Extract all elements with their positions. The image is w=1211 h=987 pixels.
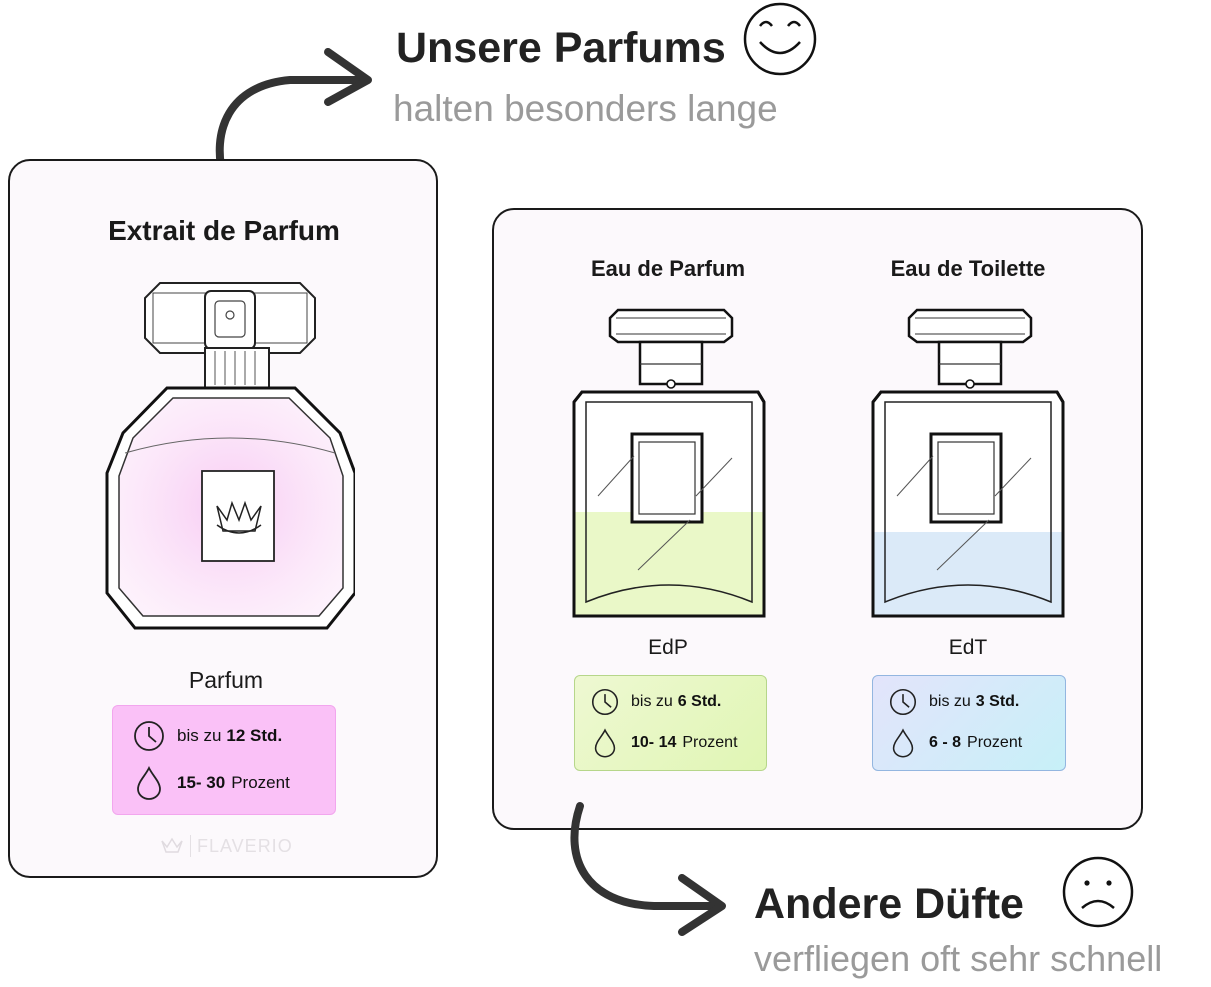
drop-icon [892, 728, 914, 758]
arrow-down-right-icon [570, 802, 726, 936]
duration-value: 6 Std. [677, 693, 722, 710]
clock-icon [134, 721, 164, 751]
concentration-value: 6 - 8 [929, 734, 962, 751]
concentration-row: 15- 30 Prozent [135, 766, 290, 800]
card-title-eau-de-parfum: Eau de Parfum [590, 256, 746, 281]
card-title-eau-de-toilette: Eau de Toilette [890, 256, 1046, 281]
label-edt: EdT [948, 636, 988, 659]
perfume-bottle-extrait-icon [105, 282, 355, 630]
drop-icon [137, 766, 161, 800]
info-box-edt: bis zu 3 Std. 6 - 8 Prozent [872, 675, 1066, 771]
card-other-perfumes: Eau de Parfum EdP bis zu 6 Std [492, 208, 1143, 830]
duration-row-edp: bis zu 6 Std. [591, 688, 721, 716]
headline-unsere-parfums: Unsere Parfums [396, 24, 726, 72]
concentration-unit: Prozent [231, 773, 290, 792]
drop-icon [594, 728, 616, 758]
duration-prefix: bis zu [929, 693, 971, 710]
duration-prefix: bis zu [177, 726, 222, 745]
info-box-edp: bis zu 6 Std. 10- 14 Prozent [574, 675, 767, 771]
watermark-flaverio: FLAVERIO [160, 835, 293, 857]
duration-prefix: bis zu [631, 693, 673, 710]
perfume-bottle-edp-icon [572, 308, 766, 618]
card-extrait-de-parfum: Extrait de Parfum Parfum [8, 159, 438, 878]
label-edp: EdP [648, 636, 688, 659]
smiley-happy-icon [743, 2, 817, 76]
subline-verfliegen-schnell: verfliegen oft sehr schnell [754, 938, 1163, 979]
concentration-value: 10- 14 [631, 734, 677, 751]
card-title-extrait: Extrait de Parfum [108, 215, 340, 246]
clock-icon [591, 688, 619, 716]
duration-row: bis zu 12 Std. [133, 720, 282, 752]
smiley-sad-icon [1062, 856, 1134, 928]
headline-andere-duefte: Andere Düfte [754, 880, 1024, 928]
info-box-extrait: bis zu 12 Std. 15- 30 Prozent [112, 705, 336, 815]
crown-icon [161, 837, 183, 853]
concentration-value: 15- 30 [177, 773, 226, 792]
subline-halten-lange: halten besonders lange [393, 88, 778, 129]
concentration-row-edt: 6 - 8 Prozent [891, 728, 1022, 758]
clock-icon [889, 688, 917, 716]
duration-value: 3 Std. [975, 693, 1020, 710]
perfume-bottle-edt-icon [871, 308, 1065, 618]
concentration-unit: Prozent [682, 734, 738, 751]
concentration-row-edp: 10- 14 Prozent [593, 728, 738, 758]
duration-row-edt: bis zu 3 Std. [889, 688, 1019, 716]
duration-value: 12 Std. [226, 726, 283, 745]
label-parfum: Parfum [188, 667, 264, 693]
concentration-unit: Prozent [967, 734, 1023, 751]
